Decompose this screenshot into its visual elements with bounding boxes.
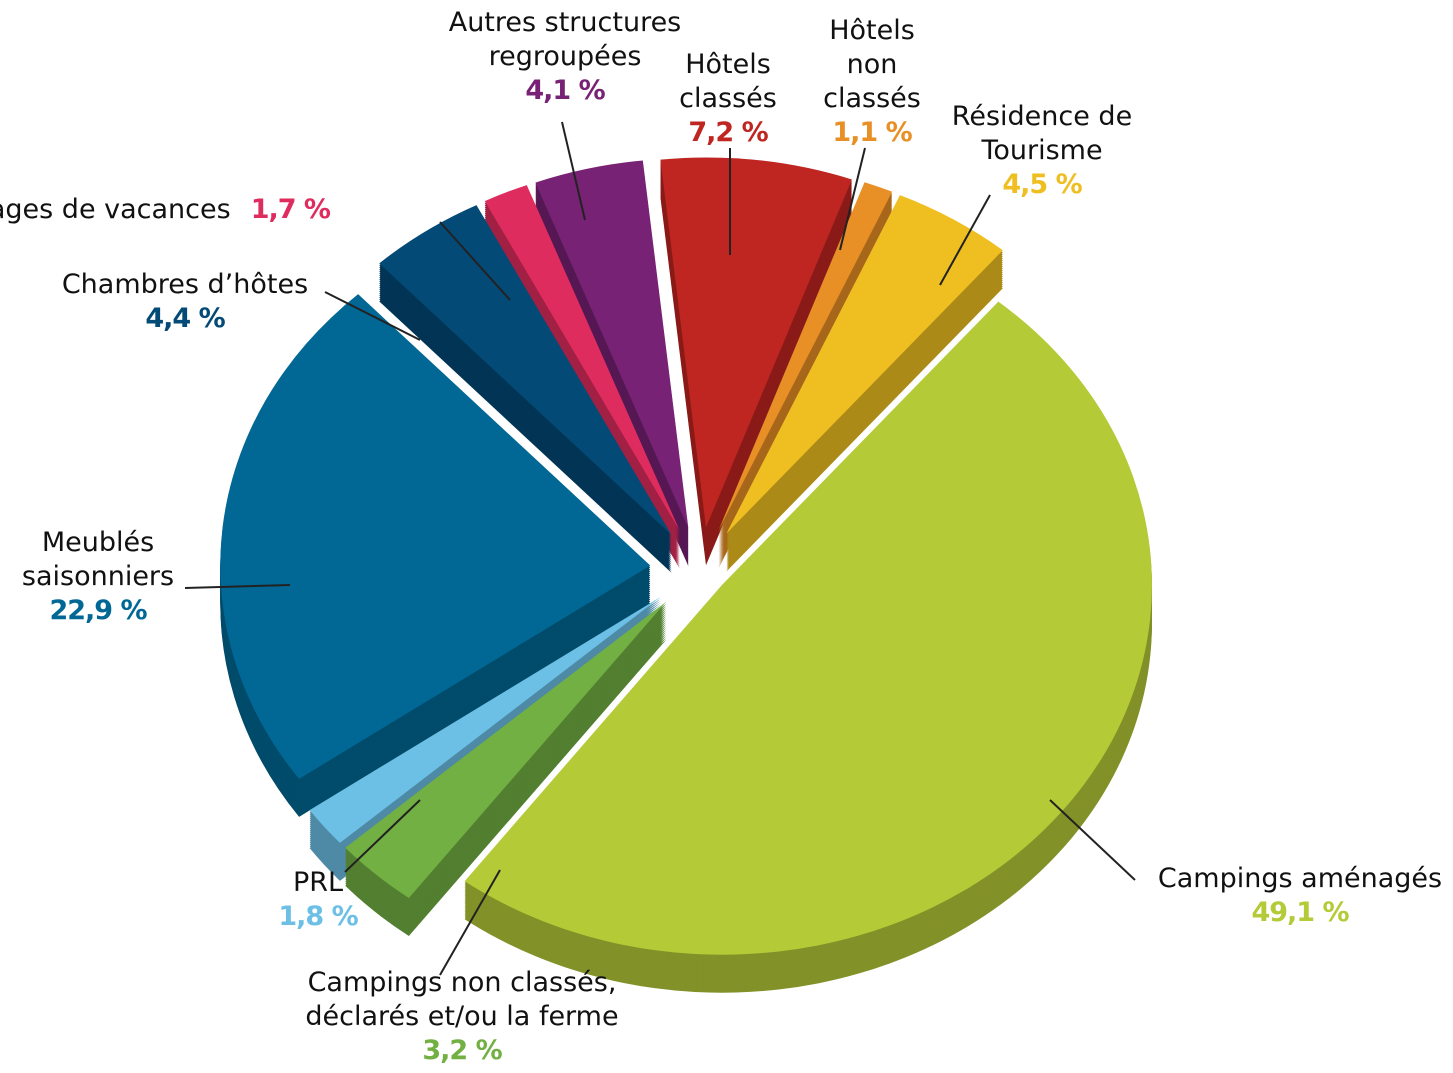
slice-label: Chambres d’hôtes 4,4 % — [35, 268, 335, 336]
category-label: Hôtels non classés — [823, 15, 921, 114]
leader-line — [439, 869, 501, 976]
slice-label: Villages de vacances 1,7 % — [0, 193, 331, 227]
leader-line — [939, 194, 991, 286]
slice — [220, 294, 651, 779]
slice-label: Hôtels non classés 1,1 % — [817, 14, 927, 150]
value-label: 7,2 % — [688, 117, 768, 148]
value-label: 4,4 % — [145, 303, 225, 334]
slice — [379, 205, 672, 535]
slice — [726, 195, 1003, 534]
slice-label: Campings aménagés 49,1 % — [1140, 862, 1453, 930]
category-label: Hôtels classés — [679, 49, 777, 114]
slice-label: Résidence de Tourisme 4,5 % — [942, 100, 1142, 202]
leader-line — [344, 799, 421, 873]
slice — [718, 182, 893, 531]
slice — [484, 185, 680, 531]
value-label: 1,7 % — [250, 194, 331, 225]
value-label: 1,8 % — [278, 901, 358, 932]
slice-label: Autres structures regroupées 4,1 % — [420, 6, 710, 108]
value-label: 22,9 % — [49, 595, 147, 626]
value-label: 1,1 % — [832, 117, 912, 148]
leader-line — [839, 147, 866, 251]
value-label: 49,1 % — [1251, 897, 1349, 928]
category-label: Campings aménagés — [1157, 863, 1443, 894]
category-label: PRL — [292, 867, 344, 898]
value-label: 3,2 % — [422, 1035, 502, 1066]
slice — [660, 157, 852, 528]
leader-line — [1049, 799, 1136, 881]
category-label: Meublés saisonniers — [21, 527, 175, 592]
leaders — [184, 121, 1136, 976]
slice-label: Meublés saisonniers 22,9 % — [3, 526, 193, 628]
slice-label: Hôtels classés 7,2 % — [663, 48, 793, 150]
slice — [535, 160, 689, 529]
leader-line — [439, 221, 511, 301]
category-label: Chambres d’hôtes — [61, 269, 309, 300]
slice-label: PRL 1,8 % — [258, 866, 378, 934]
leader-line — [561, 121, 586, 221]
category-label: Campings non classés, déclarés et/ou la … — [305, 967, 619, 1032]
slice-tops — [220, 157, 1152, 955]
category-label: Résidence de Tourisme — [951, 101, 1133, 166]
category-label: Autres structures regroupées — [448, 7, 682, 72]
slice-label: Campings non classés, déclarés et/ou la … — [282, 966, 642, 1068]
slice — [464, 301, 1152, 955]
slice — [309, 596, 661, 843]
category-label: Villages de vacances — [0, 194, 231, 225]
value-label: 4,5 % — [1002, 169, 1082, 200]
value-label: 4,1 % — [525, 75, 605, 106]
leader-line — [184, 584, 291, 589]
leader-line — [324, 291, 421, 341]
slice — [345, 601, 667, 898]
